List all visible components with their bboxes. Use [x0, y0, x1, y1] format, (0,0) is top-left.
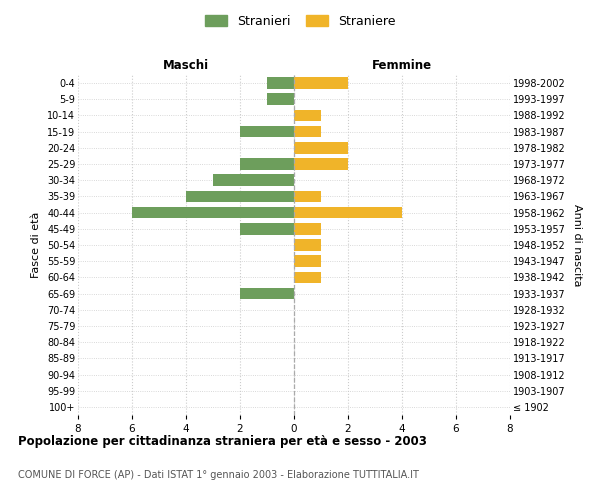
- Bar: [294, 78, 348, 89]
- Bar: [294, 207, 402, 218]
- Bar: [186, 190, 294, 202]
- Legend: Stranieri, Straniere: Stranieri, Straniere: [201, 11, 399, 32]
- Text: Femmine: Femmine: [372, 59, 432, 72]
- Text: COMUNE DI FORCE (AP) - Dati ISTAT 1° gennaio 2003 - Elaborazione TUTTITALIA.IT: COMUNE DI FORCE (AP) - Dati ISTAT 1° gen…: [18, 470, 419, 480]
- Bar: [213, 174, 294, 186]
- Bar: [240, 223, 294, 234]
- Text: Maschi: Maschi: [163, 59, 209, 72]
- Bar: [240, 126, 294, 138]
- Bar: [294, 126, 321, 138]
- Y-axis label: Anni di nascita: Anni di nascita: [572, 204, 583, 286]
- Text: Popolazione per cittadinanza straniera per età e sesso - 2003: Popolazione per cittadinanza straniera p…: [18, 435, 427, 448]
- Bar: [294, 239, 321, 251]
- Bar: [294, 223, 321, 234]
- Bar: [294, 272, 321, 283]
- Bar: [294, 110, 321, 122]
- Bar: [294, 190, 321, 202]
- Bar: [294, 256, 321, 267]
- Y-axis label: Fasce di età: Fasce di età: [31, 212, 41, 278]
- Bar: [267, 94, 294, 105]
- Bar: [294, 142, 348, 154]
- Bar: [267, 78, 294, 89]
- Bar: [132, 207, 294, 218]
- Bar: [240, 288, 294, 300]
- Bar: [240, 158, 294, 170]
- Bar: [294, 158, 348, 170]
